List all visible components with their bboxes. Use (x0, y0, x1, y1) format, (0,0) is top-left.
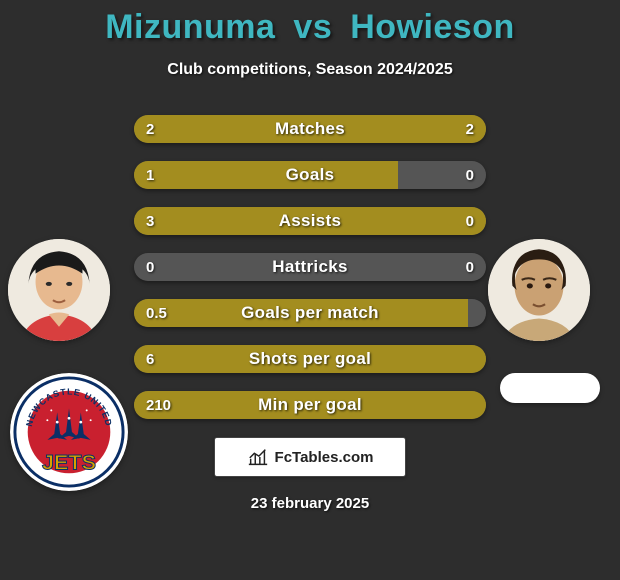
subtitle: Club competitions, Season 2024/2025 (0, 61, 620, 79)
stats-bars: Matches22Goals10Assists30Hattricks00Goal… (134, 115, 486, 419)
stat-row: Assists3 0 (134, 207, 486, 235)
comparison-card: Mizunuma vs Howieson Club competitions, … (0, 0, 620, 580)
stat-value-right: 0 (466, 253, 474, 281)
footer-site-text: FcTables.com (275, 449, 374, 466)
stat-row: Goals1 0 (134, 161, 486, 189)
stat-row: Hattricks0 0 (134, 253, 486, 281)
fctables-icon (247, 447, 269, 467)
stat-value-left: 0 (146, 253, 154, 281)
stat-label: Shots per goal (134, 345, 486, 373)
stat-label: Matches (134, 115, 486, 143)
stat-label: Assists (134, 207, 486, 235)
stat-row: Shots per goal6 (134, 345, 486, 373)
stat-row: Goals per match0.5 (134, 299, 486, 327)
player2-club-badge-blank (500, 373, 600, 403)
vs-label: vs (293, 8, 332, 46)
player2-avatar-image (488, 239, 590, 341)
player1-avatar (8, 239, 110, 341)
player2-name: Howieson (350, 8, 515, 46)
player1-club-badge-image: NEWCASTLE UNITED JETS (10, 373, 128, 491)
player1-name: Mizunuma (105, 8, 275, 46)
stat-row: Min per goal210 (134, 391, 486, 419)
content-area: NEWCASTLE UNITED JETS (0, 115, 620, 419)
stat-label: Min per goal (134, 391, 486, 419)
stat-value-left: 1 (146, 161, 154, 189)
stat-value-right: 0 (466, 207, 474, 235)
page-title: Mizunuma vs Howieson (0, 8, 620, 47)
stat-label: Goals (134, 161, 486, 189)
stat-value-right: 0 (466, 161, 474, 189)
footer-site-badge: FcTables.com (214, 437, 406, 477)
player1-club-badge: NEWCASTLE UNITED JETS (10, 373, 128, 491)
stat-value-left: 6 (146, 345, 154, 373)
footer-date: 23 february 2025 (0, 495, 620, 512)
stat-row: Matches2 2 (134, 115, 486, 143)
stat-label: Goals per match (134, 299, 486, 327)
stat-value-left: 3 (146, 207, 154, 235)
stat-value-left: 0.5 (146, 299, 167, 327)
stat-label: Hattricks (134, 253, 486, 281)
player1-avatar-image (8, 239, 110, 341)
stat-value-right: 2 (466, 115, 474, 143)
svg-text:JETS: JETS (42, 449, 96, 474)
player2-avatar (488, 239, 590, 341)
stat-value-left: 2 (146, 115, 154, 143)
stat-value-left: 210 (146, 391, 171, 419)
